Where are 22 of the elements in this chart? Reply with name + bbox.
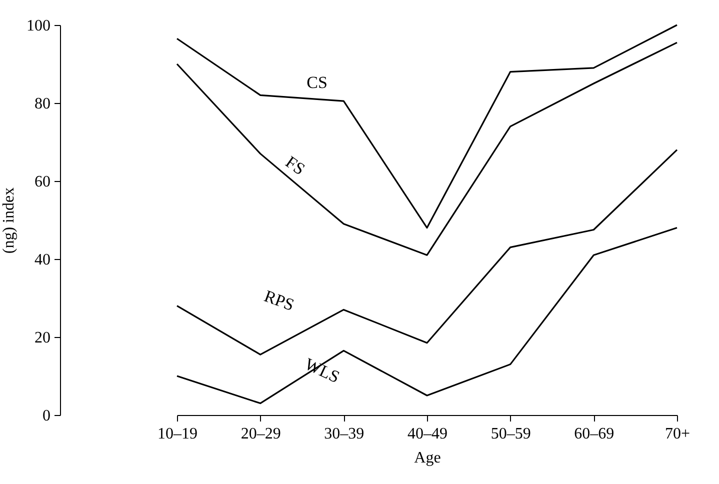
- line-series: [176, 42, 678, 256]
- x-tick-label: 50–59: [490, 426, 531, 442]
- text: RPS: [262, 286, 297, 315]
- y-axis-title: (ng) index: [0, 187, 18, 254]
- y-tick-label: 100: [26, 18, 50, 34]
- x-tick-label: 30–39: [324, 426, 364, 442]
- line-series: [176, 24, 678, 229]
- y-tick-label: 60: [34, 174, 50, 190]
- line-series: [176, 149, 678, 356]
- y-tick-label: 80: [34, 96, 50, 112]
- y-tick-label: 0: [42, 408, 50, 424]
- x-tick-label: 60–69: [574, 426, 614, 442]
- y-tick-label: 20: [34, 330, 50, 346]
- x-tick-label: 20–29: [240, 426, 281, 442]
- y-tick-label: 40: [34, 252, 50, 268]
- text: FS: [282, 152, 308, 179]
- x-axis-title: Age: [414, 450, 441, 466]
- line-series: [176, 227, 678, 404]
- series-label: CS: [306, 73, 328, 92]
- x-tick-label: 40–49: [408, 426, 448, 442]
- x-tick-label: 10–19: [158, 426, 198, 442]
- x-tick-label: 70+: [664, 426, 690, 442]
